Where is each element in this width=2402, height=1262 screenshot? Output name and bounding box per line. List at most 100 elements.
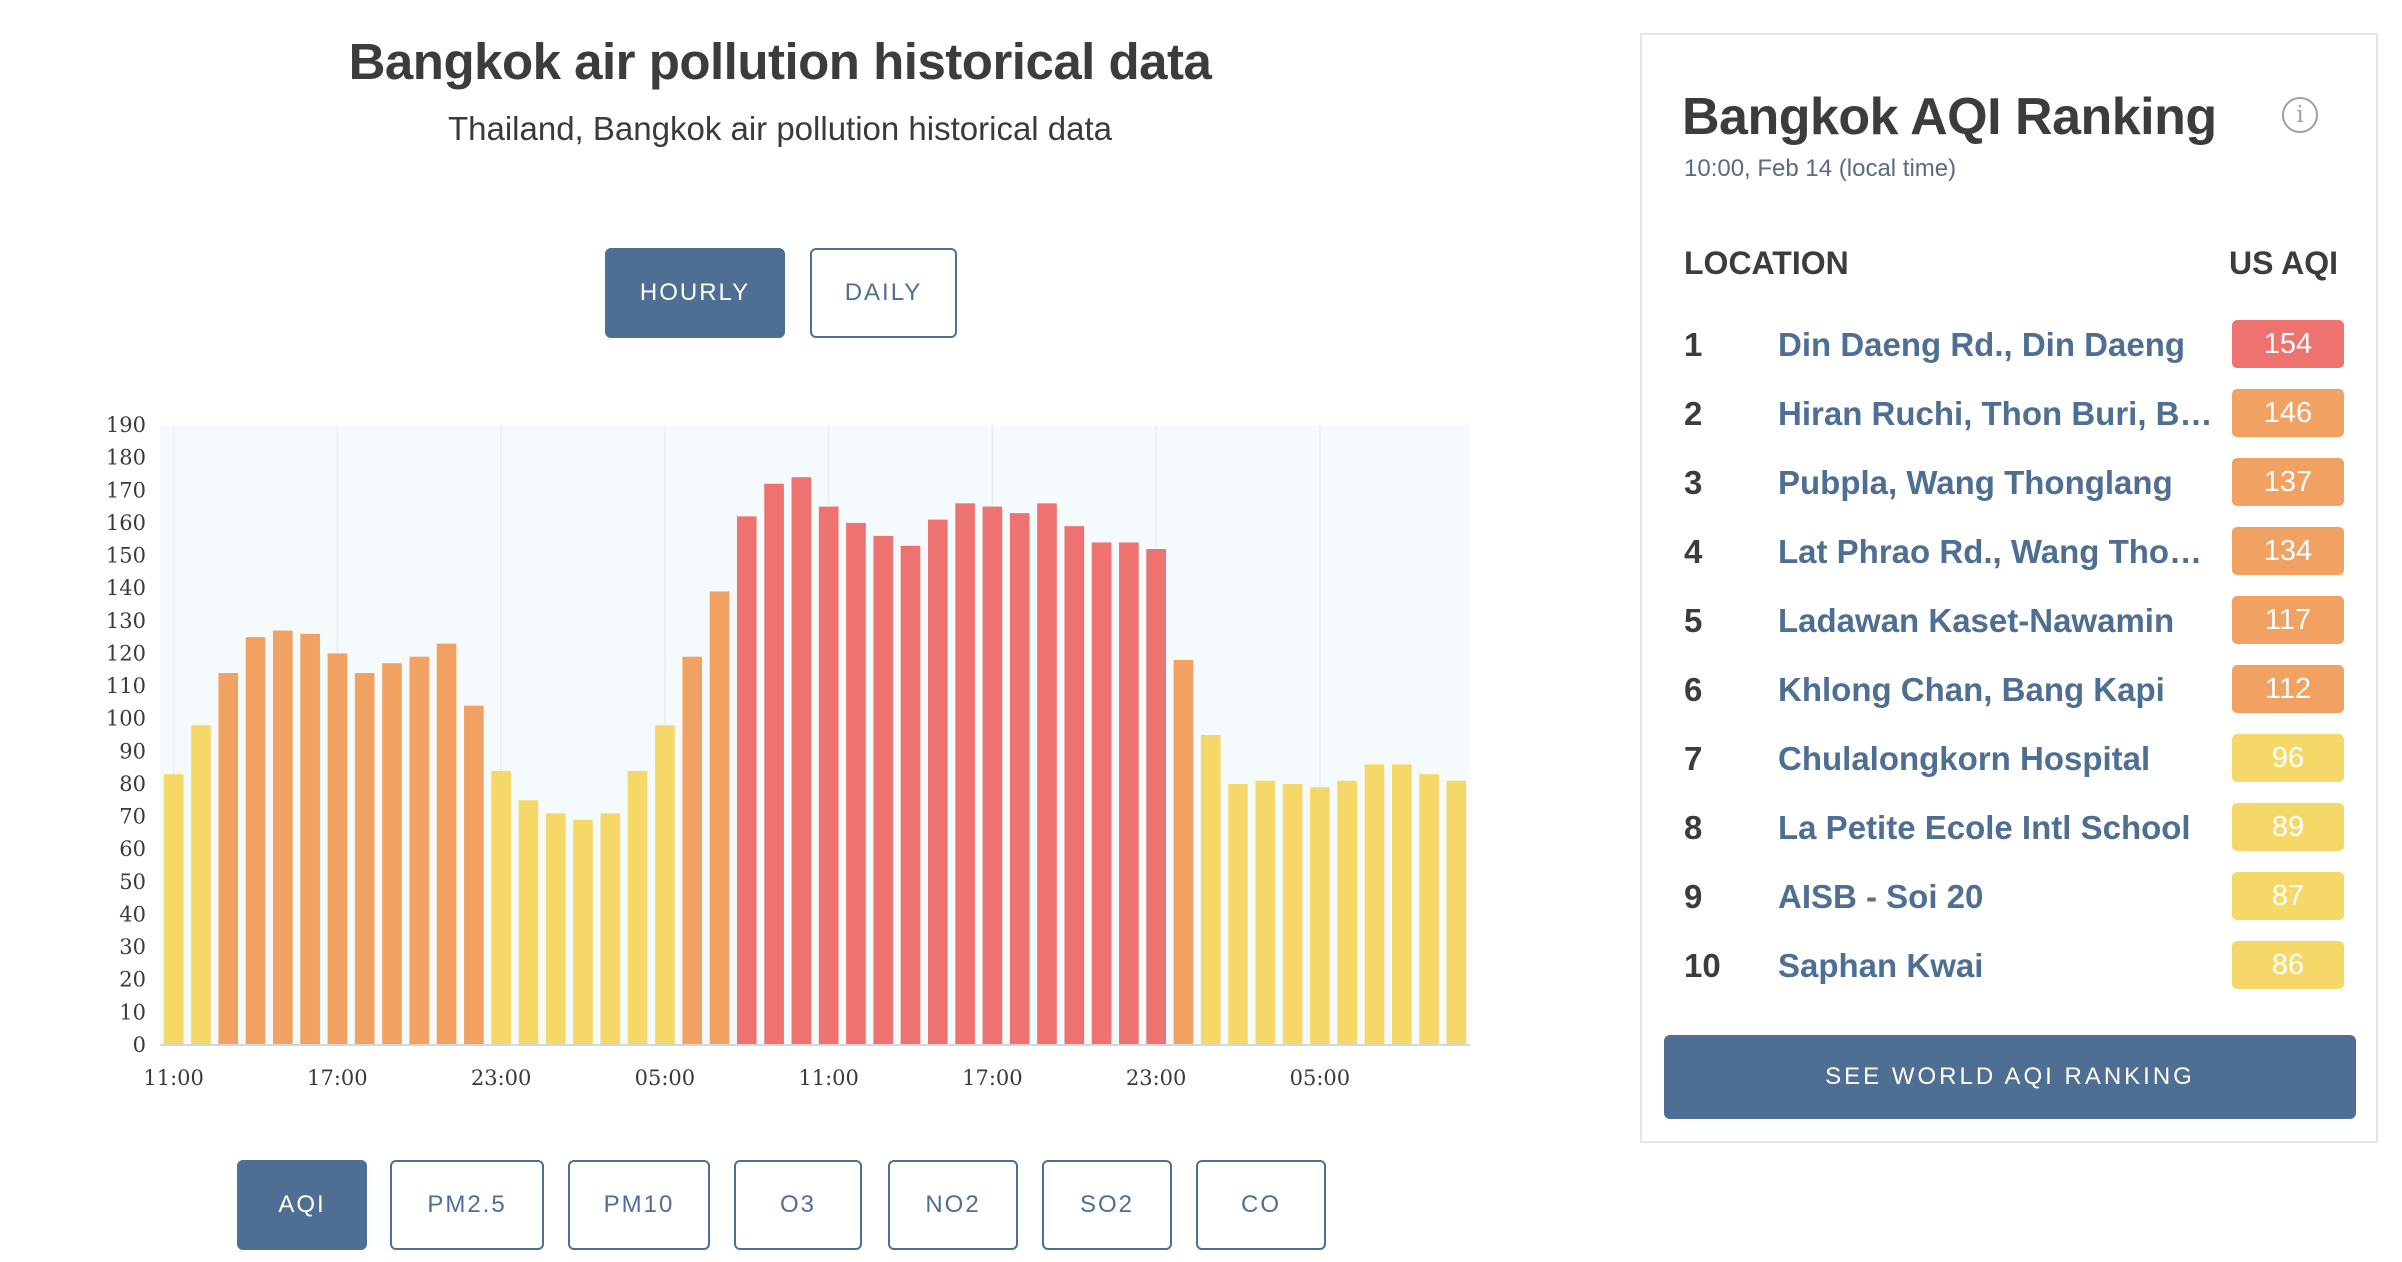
chart-svg: 0 10 20 30 40 50 60 70 80 90 100 110 120 130 140 150 160…	[106, 413, 1470, 1090]
aqi-bar	[245, 637, 266, 1045]
ranking-row[interactable]: 5 Ladawan Kaset-Nawamin 117	[1684, 596, 2344, 646]
station-name-link[interactable]: Chulalongkorn Hospital	[1778, 740, 2151, 777]
location-column-header: LOCATION	[1684, 245, 1849, 281]
y-tick-label: 80	[119, 772, 146, 796]
station-name-link[interactable]: Pubpla, Wang Thonglang	[1778, 464, 2173, 501]
rank-number: 1	[1684, 326, 1703, 363]
aqi-bar	[327, 653, 348, 1045]
x-tick-label: 05:00	[635, 1066, 696, 1090]
aqi-bar	[655, 725, 675, 1045]
rank-number: 10	[1684, 947, 1721, 984]
y-tick-label: 110	[106, 674, 146, 698]
ranking-row[interactable]: 1 Din Daeng Rd., Din Daeng 154	[1684, 320, 2344, 370]
rank-number: 5	[1684, 602, 1703, 639]
ranking-row[interactable]: 6 Khlong Chan, Bang Kapi 112	[1684, 665, 2344, 715]
station-name-link[interactable]: AISB - Soi 20	[1778, 878, 1984, 915]
aqi-bar	[1091, 542, 1112, 1045]
station-name-link[interactable]: Saphan Kwai	[1778, 947, 1984, 984]
aqi-bar	[1200, 735, 1221, 1045]
ranking-row[interactable]: 7 Chulalongkorn Hospital 96	[1684, 734, 2344, 784]
rank-number: 4	[1684, 533, 1703, 570]
aqi-bar	[1446, 780, 1467, 1045]
aqi-bar	[545, 813, 566, 1045]
aqi-bar	[1255, 780, 1276, 1045]
y-tick-label: 140	[106, 576, 146, 600]
aqi-badge: 86	[2232, 941, 2344, 989]
pollutant-no2-button[interactable]: NO2	[888, 1160, 1018, 1250]
rank-number: 3	[1684, 464, 1703, 501]
y-tick-label: 100	[106, 707, 146, 731]
x-tick-label: 05:00	[1290, 1066, 1351, 1090]
ranking-row[interactable]: 2 Hiran Ruchi, Thon Buri, Bangkok 146	[1684, 389, 2344, 439]
ranking-row[interactable]: 4 Lat Phrao Rd., Wang Thonglang 134	[1684, 527, 2344, 577]
aqi-bar	[491, 770, 511, 1045]
aqi-bar	[464, 705, 484, 1045]
aqi-bar	[873, 535, 894, 1045]
pollutant-pm10-button[interactable]: PM10	[568, 1160, 710, 1250]
y-tick-label: 160	[106, 511, 146, 535]
x-tick-label: 11:00	[798, 1066, 859, 1090]
aqi-bar	[1282, 783, 1303, 1045]
aqi-bar-chart: 0 10 20 30 40 50 60 70 80 90 100 110 120 130 140 150 160…	[60, 400, 1480, 1100]
pollutant-aqi-button[interactable]: AQI	[237, 1160, 367, 1250]
aqi-bar	[436, 643, 457, 1045]
aqi-bar	[818, 506, 839, 1045]
y-tick-label: 150	[106, 544, 146, 568]
x-tick-label: 11:00	[143, 1066, 204, 1090]
y-tick-label: 0	[133, 1033, 146, 1057]
aqi-bar	[409, 656, 430, 1045]
aqi-bar	[1419, 774, 1439, 1045]
station-name-link[interactable]: Khlong Chan, Bang Kapi	[1778, 671, 2165, 708]
aqi-bar	[1064, 526, 1085, 1045]
x-tick-label: 23:00	[1126, 1066, 1187, 1090]
station-name-link[interactable]: Lat Phrao Rd., Wang Thonglang	[1778, 533, 2218, 570]
ranking-row[interactable]: 3 Pubpla, Wang Thonglang 137	[1684, 458, 2344, 508]
station-name-link[interactable]: Ladawan Kaset-Nawamin	[1778, 602, 2175, 639]
aqi-bar	[382, 663, 402, 1045]
pollutant-o3-button[interactable]: O3	[734, 1160, 862, 1250]
aqi-badge: 89	[2232, 803, 2344, 851]
pollutant-co-button[interactable]: CO	[1196, 1160, 1326, 1250]
aqi-bar	[682, 656, 703, 1045]
plot-background	[160, 425, 1470, 1045]
aqi-badge: 117	[2232, 596, 2344, 644]
info-icon[interactable]: i	[2282, 97, 2318, 133]
x-tick-label: 17:00	[962, 1066, 1023, 1090]
y-tick-label: 30	[119, 935, 146, 959]
ranking-row[interactable]: 8 La Petite Ecole Intl School 89	[1684, 803, 2344, 853]
see-world-aqi-ranking-button[interactable]: SEE WORLD AQI RANKING	[1664, 1035, 2356, 1119]
aqi-bar	[982, 506, 1003, 1045]
aqi-badge: 96	[2232, 734, 2344, 782]
aqi-bar	[1364, 764, 1385, 1045]
hourly-button[interactable]: HOURLY	[605, 248, 785, 338]
y-tick-label: 90	[119, 739, 146, 763]
y-tick-label: 180	[106, 446, 146, 470]
aqi-bar	[1173, 659, 1194, 1045]
aqi-bar	[354, 673, 375, 1045]
pollutant-pm25-button[interactable]: PM2.5	[390, 1160, 544, 1250]
pollutant-so2-button[interactable]: SO2	[1042, 1160, 1172, 1250]
aqi-ranking-card: Bangkok AQI Ranking i 10:00, Feb 14 (loc…	[1640, 33, 2378, 1143]
ranking-title: Bangkok AQI Ranking	[1682, 88, 2217, 146]
y-tick-label: 50	[119, 870, 146, 894]
ranking-row[interactable]: 10 Saphan Kwai 86	[1684, 941, 2344, 991]
page-subtitle: Thailand, Bangkok air pollution historic…	[447, 110, 1113, 147]
y-tick-label: 20	[119, 968, 146, 992]
station-name-link[interactable]: La Petite Ecole Intl School	[1778, 809, 2191, 846]
station-name-link[interactable]: Din Daeng Rd., Din Daeng	[1778, 326, 2186, 363]
aqi-badge: 154	[2232, 320, 2344, 368]
ranking-row[interactable]: 9 AISB - Soi 20 87	[1684, 872, 2344, 922]
daily-button[interactable]: DAILY	[810, 248, 957, 338]
y-tick-label: 60	[119, 837, 146, 861]
x-tick-label: 17:00	[307, 1066, 368, 1090]
y-tick-label: 40	[119, 902, 146, 926]
aqi-bar	[1146, 549, 1166, 1045]
aqi-bar	[163, 774, 184, 1045]
aqi-bar	[518, 800, 539, 1045]
y-tick-label: 130	[106, 609, 146, 633]
station-name-link[interactable]: Hiran Ruchi, Thon Buri, Bangkok	[1778, 395, 2218, 432]
aqi-bar	[791, 477, 812, 1045]
aqi-badge: 87	[2232, 872, 2344, 920]
rank-number: 2	[1684, 395, 1703, 432]
aqi-bar	[573, 819, 593, 1045]
